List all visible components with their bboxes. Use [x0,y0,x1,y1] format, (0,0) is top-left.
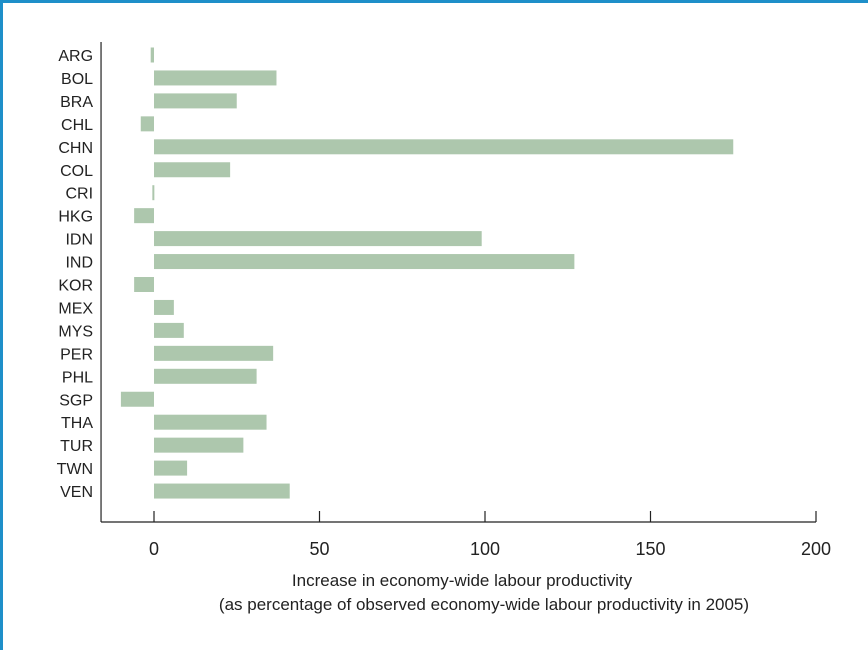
bar-ind [154,254,575,270]
bar-mys [154,322,184,338]
x-axis-title: Increase in economy-wide labour producti… [292,571,633,590]
category-label-hkg: HKG [58,209,93,226]
category-label-idn: IDN [65,232,93,249]
bar-col [154,162,231,178]
x-tick-label-200: 200 [801,539,831,559]
category-label-phl: PHL [62,369,93,386]
category-labels-group: ARG BOL BRA CHL CHN COL CRI HKG IDN IND KOR MEX MYS P… [57,48,94,501]
x-tick-label-100: 100 [470,539,500,559]
bar-mex [154,299,174,315]
bar-tur [154,437,244,453]
bar-phl [154,368,257,384]
frame-top-border [0,0,868,3]
category-label-bol: BOL [61,71,93,88]
category-label-twn: TWN [57,461,93,478]
bar-arg [150,47,154,63]
category-label-tha: THA [61,415,93,432]
x-ticks-group: 0 50 100 150 200 [149,511,831,559]
bar-per [154,345,274,361]
bar-hkg [134,208,154,224]
x-tick-label-50: 50 [309,539,329,559]
bar-kor [134,277,154,292]
x-tick-label-150: 150 [635,539,665,559]
bar-chl [140,116,154,132]
category-label-bra: BRA [60,94,93,111]
category-label-col: COL [60,163,93,180]
bar-cri [152,185,155,201]
category-label-ind: IND [65,255,93,272]
bar-idn [154,231,482,247]
category-label-sgp: SGP [59,392,93,409]
category-label-arg: ARG [58,48,93,65]
category-label-chn: CHN [58,140,93,157]
x-tick-label-0: 0 [149,539,159,559]
bar-sgp [120,391,154,407]
bar-bol [154,70,277,86]
bar-bra [154,93,237,109]
category-label-chl: CHL [61,117,93,134]
bars-group [120,47,734,499]
bar-chn [154,139,734,155]
category-label-per: PER [60,346,93,363]
frame-left-border [0,0,3,650]
bar-ven [154,483,290,499]
category-label-mex: MEX [58,300,93,317]
bar-twn [154,460,188,476]
category-label-kor: KOR [58,278,93,295]
category-label-ven: VEN [60,484,93,501]
x-axis-title-line2: (as percentage of observed economy-wide … [219,595,749,614]
category-label-mys: MYS [58,323,93,340]
category-label-cri: CRI [65,186,93,203]
category-label-tur: TUR [60,438,93,455]
bar-tha [154,414,267,430]
